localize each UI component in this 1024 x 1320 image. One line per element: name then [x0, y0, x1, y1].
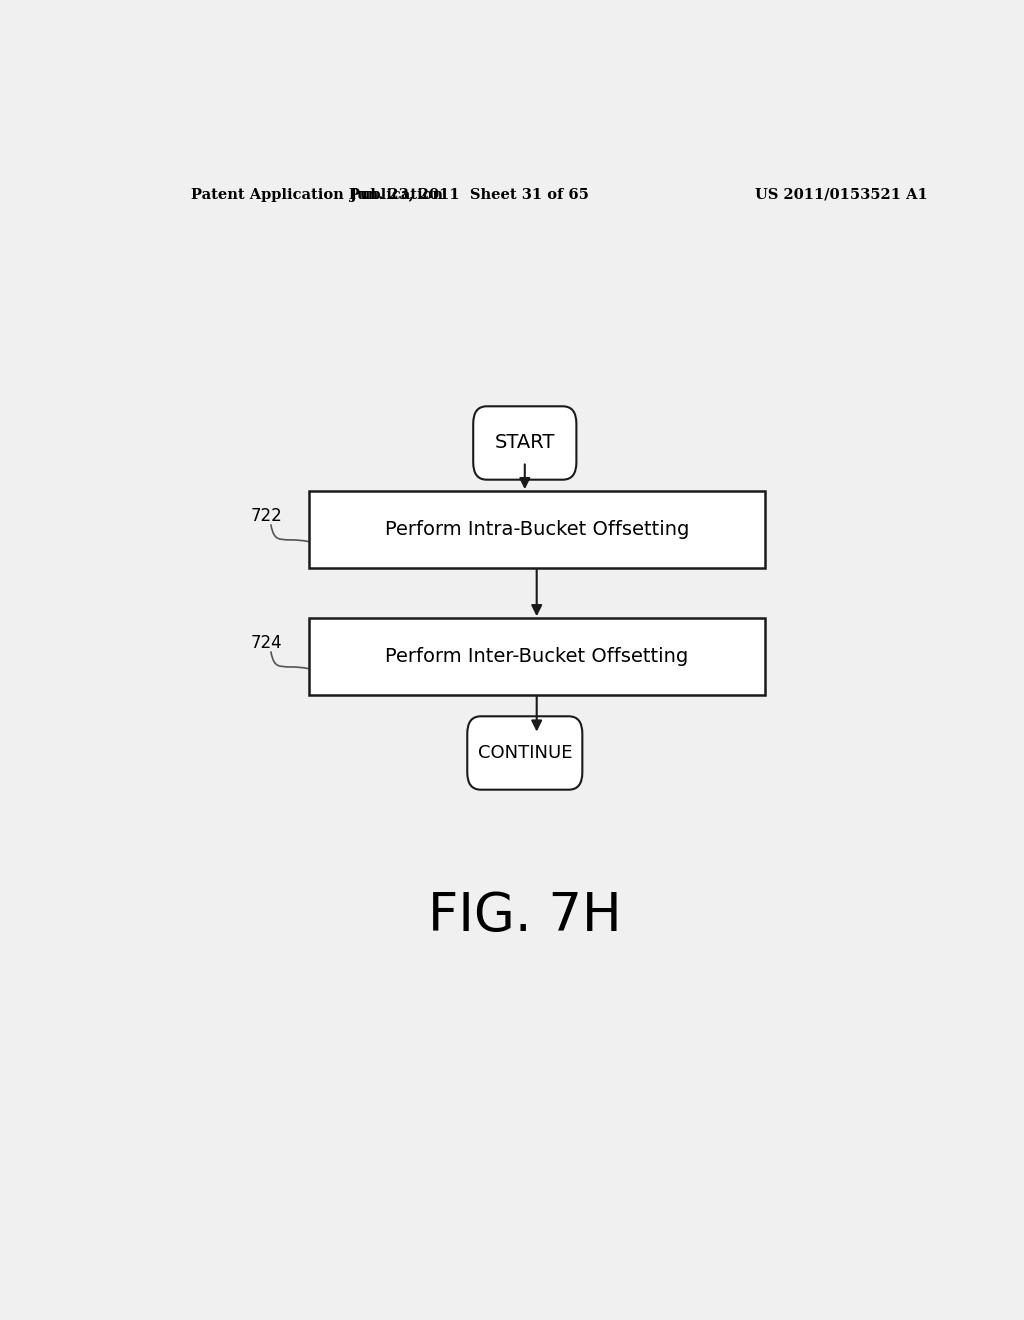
Text: Jun. 23, 2011  Sheet 31 of 65: Jun. 23, 2011 Sheet 31 of 65: [350, 187, 589, 202]
Text: 722: 722: [251, 507, 283, 525]
Text: FIG. 7H: FIG. 7H: [428, 890, 622, 941]
FancyBboxPatch shape: [467, 717, 583, 789]
Text: 724: 724: [251, 634, 283, 652]
Text: Perform Inter-Bucket Offsetting: Perform Inter-Bucket Offsetting: [385, 647, 688, 665]
Text: CONTINUE: CONTINUE: [477, 744, 572, 762]
Text: Patent Application Publication: Patent Application Publication: [191, 187, 443, 202]
Bar: [308, 491, 765, 568]
Text: START: START: [495, 433, 555, 453]
Text: US 2011/0153521 A1: US 2011/0153521 A1: [755, 187, 928, 202]
Bar: [308, 618, 765, 694]
Text: Perform Intra-Bucket Offsetting: Perform Intra-Bucket Offsetting: [385, 520, 689, 539]
FancyBboxPatch shape: [473, 407, 577, 479]
